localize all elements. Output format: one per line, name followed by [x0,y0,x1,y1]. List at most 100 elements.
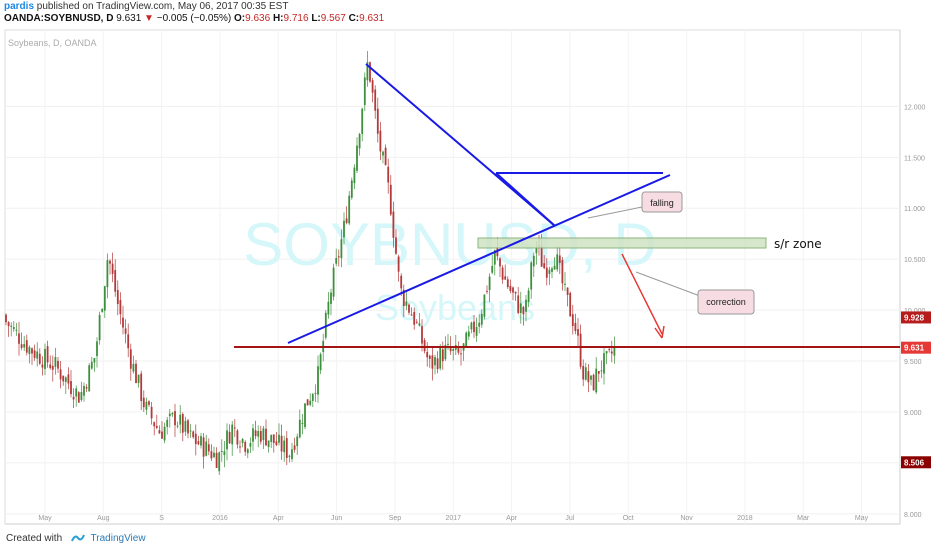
candle-body [371,80,374,93]
candle-body [532,255,535,267]
projection-arrow[interactable] [621,253,663,335]
candle-body [512,287,514,293]
candle-body [327,301,330,315]
candle-body [252,428,254,442]
candle-body [153,422,156,427]
correction-callout-label: correction [706,297,746,307]
candle-body [525,299,527,312]
symbol-name[interactable]: OANDA:SOYBNUSD, D [4,13,114,24]
x-tick-label: May [38,515,52,522]
candle-body [566,287,569,295]
candle-body [15,329,18,331]
flag-left-line[interactable] [495,172,556,227]
candle-body [478,322,481,327]
sr-zone-label: s/r zone [774,237,822,251]
y-tick-label: 10.500 [904,257,926,264]
tradingview-brand-link[interactable]: TradingView [90,533,146,544]
candle-body [116,290,119,305]
low-label: L: [311,13,321,24]
falling-callout[interactable] [641,191,683,213]
candle-body [408,304,410,313]
candle-body [189,430,192,432]
candle-body [7,322,10,327]
candle-body [161,431,163,439]
candle-body [460,353,462,355]
candle-body [137,374,140,383]
candle-body [551,268,553,272]
sr-zone[interactable] [477,237,767,249]
plot-area[interactable] [4,29,901,525]
candle-body [62,375,65,382]
candle-body [187,420,189,434]
candle-body [267,440,270,448]
candle-body [109,260,111,264]
candle-body [114,270,117,292]
candle-body [132,363,135,372]
candle-body [470,322,473,330]
candle-body [384,147,387,165]
candle-body [31,348,33,354]
candle-body [64,377,67,382]
candle-body [421,326,423,344]
x-tick-label: Nov [680,515,693,522]
candle-body [306,399,309,406]
candle-body [301,423,304,425]
candle-body [304,403,306,428]
candle-body [122,317,124,328]
candle-body [423,340,426,352]
x-tick-label: S [159,515,164,522]
candle-body [337,256,340,258]
close-label: C: [348,13,360,24]
arrow-head-icon [654,325,665,339]
candle-body [311,394,314,401]
high-value: 9.716 [283,13,309,24]
candle-body [410,314,413,316]
candle-body [28,347,31,354]
candle-body [181,414,184,433]
candle-body [397,256,400,272]
x-tick-label: Sep [389,515,402,522]
candle-body [244,441,247,452]
author-link[interactable]: pardis [4,1,35,12]
candle-body [262,428,265,441]
correction-callout[interactable] [697,289,755,315]
candle-body [356,145,358,171]
candle-body [348,195,351,224]
trendline-ascending[interactable] [287,174,671,344]
candle-body [174,411,176,426]
candle-body [145,401,148,410]
candle-body [259,430,262,442]
candle-body [213,452,215,458]
candle-body [135,363,137,384]
candle-body [387,166,390,183]
candle-body [197,441,200,445]
candle-body [587,371,590,383]
candle-body [499,258,501,267]
candle-body [488,276,491,290]
candle-body [85,387,88,389]
x-tick-label: Mar [797,515,810,522]
candle-body [77,392,80,403]
symbol-info: OANDA:SOYBNUSD, D 9.631 ▼ −0.005 (−0.05%… [4,13,384,25]
candle-body [558,255,561,263]
candle-body [93,358,96,363]
x-tick-label: 2018 [737,515,753,522]
candle-body [218,452,221,472]
candle-body [70,381,72,395]
candle-body [553,265,556,270]
falling-callout-label: falling [650,198,674,208]
candle-body [504,276,507,280]
candle-body [18,333,20,344]
candle-body [54,357,57,367]
candle-body [527,290,530,302]
candle-body [441,349,444,362]
candle-body [236,430,239,445]
candle-body [75,388,78,397]
candle-body [548,269,551,274]
candle-body [194,433,197,445]
time-axis[interactable]: May Aug S 2016 Apr Jun Sep 2017 Apr Jul Oct Nov 2018… [38,515,868,522]
candle-body [431,355,434,369]
candle-body [592,374,595,391]
candle-body [613,346,616,356]
